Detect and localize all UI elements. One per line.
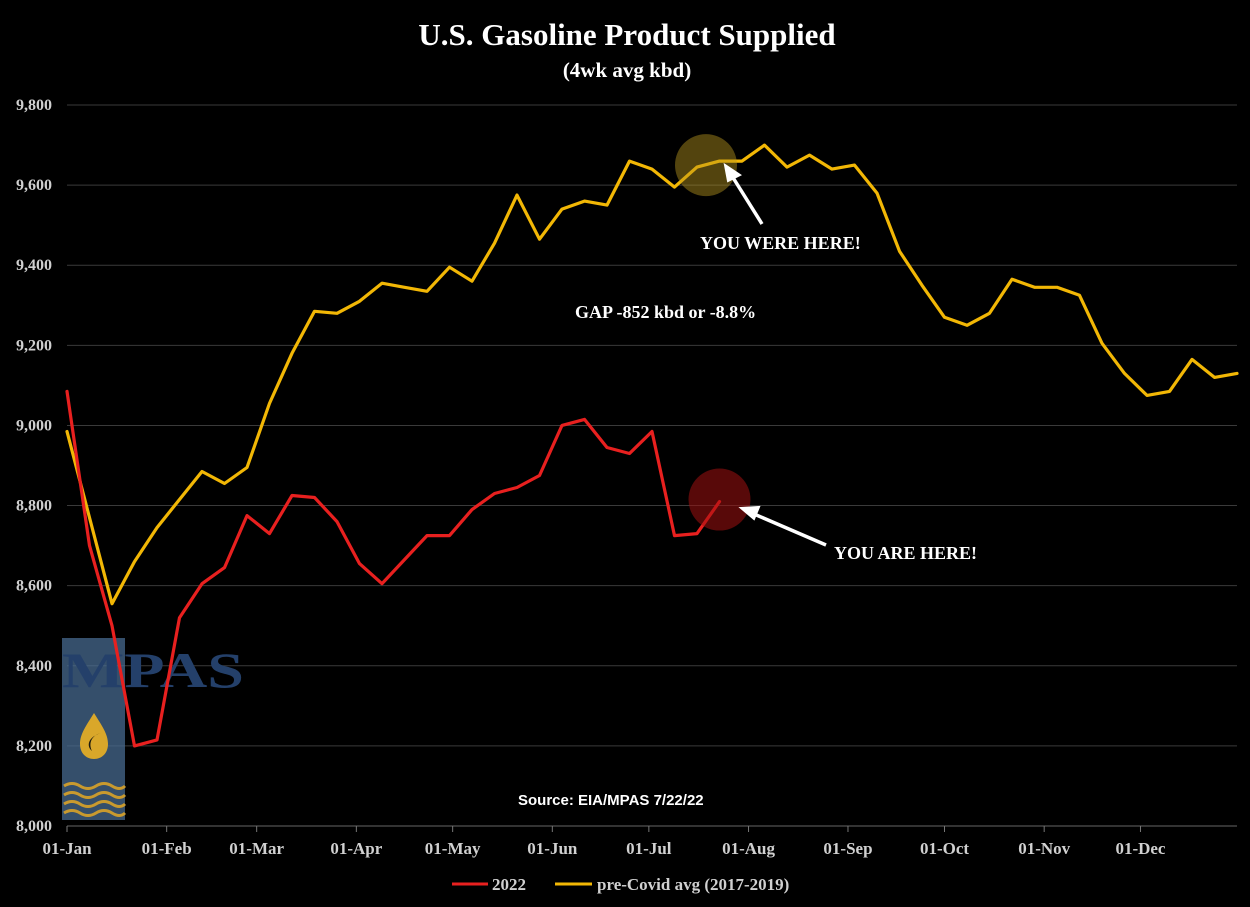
y-tick-label: 9,800: [16, 97, 52, 114]
x-tick-label: 01-Aug: [722, 839, 775, 858]
y-tick-label: 9,600: [16, 177, 52, 194]
x-tick-label: 01-Mar: [229, 839, 284, 858]
you-were-here-arrow: [723, 162, 764, 225]
wave-pattern-icon: [63, 782, 127, 817]
x-tick-label: 01-Jan: [42, 839, 92, 858]
chart-legend: 2022 pre-Covid avg (2017-2019): [452, 875, 789, 894]
oil-drop-icon: [80, 713, 108, 759]
x-tick-label: 01-Jun: [527, 839, 578, 858]
y-tick-label: 8,400: [16, 658, 52, 675]
x-tick-label: 01-Nov: [1018, 839, 1070, 858]
x-tick-label: 01-Apr: [330, 839, 382, 858]
series-line-precovid: [65, 143, 1239, 606]
y-axis-tick-labels: 8,000 8,200 8,400 8,600 8,800 9,000 9,200 9,400…: [16, 97, 52, 835]
you-are-here-label: YOU ARE HERE!: [834, 543, 977, 563]
x-tick-label: 01-Oct: [920, 839, 969, 858]
you-were-here-marker: [675, 134, 737, 197]
you-were-here-label: YOU WERE HERE!: [700, 233, 861, 253]
x-tick-label: 01-Dec: [1115, 839, 1165, 858]
y-tick-label: 8,600: [16, 578, 52, 595]
you-are-here-arrow: [738, 505, 827, 547]
y-tick-label: 9,400: [16, 257, 52, 274]
y-tick-label: 8,800: [16, 498, 52, 515]
mpas-logo: MPAS: [62, 638, 244, 820]
series-line-2022: [65, 389, 722, 748]
y-tick-label: 8,200: [16, 738, 52, 755]
source-note: Source: EIA/MPAS 7/22/22: [518, 792, 704, 809]
y-tick-label: 8,000: [16, 818, 52, 835]
logo-text: MPAS: [62, 642, 244, 698]
y-tick-label: 9,200: [16, 337, 52, 354]
legend-label-precovid: pre-Covid avg (2017-2019): [597, 875, 789, 894]
x-tick-label: 01-Sep: [823, 839, 872, 858]
x-tick-label: 01-Jul: [626, 839, 672, 858]
series-lines: [65, 143, 1239, 748]
y-tick-label: 9,000: [16, 417, 52, 434]
chart-title: U.S. Gasoline Product Supplied: [418, 17, 835, 52]
legend-label-2022: 2022: [492, 875, 526, 894]
x-axis-tick-labels: 01-Jan 01-Feb 01-Mar 01-Apr 01-May 01-Jun 01-J…: [42, 826, 1166, 858]
you-are-here-marker: [688, 468, 751, 531]
grid-lines: [67, 104, 1237, 827]
x-tick-label: 01-May: [425, 839, 481, 858]
gap-annotation: GAP -852 kbd or -8.8%: [575, 302, 756, 322]
x-tick-label: 01-Feb: [142, 839, 192, 858]
chart-subtitle: (4wk avg kbd): [563, 58, 691, 82]
